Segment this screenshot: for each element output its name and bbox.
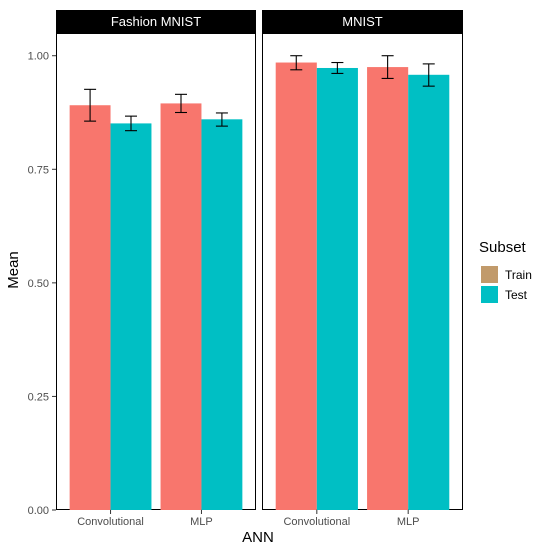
bar-test [408, 74, 450, 511]
x-tick-label: MLP [190, 516, 213, 528]
bar-test [201, 119, 243, 511]
error-bar [381, 55, 394, 79]
x-tick-label: Convolutional [77, 516, 144, 528]
x-tick-label: Convolutional [283, 516, 350, 528]
y-tick-label: 0.25 [28, 391, 49, 403]
panel-border [56, 33, 256, 510]
panel-mnist: MNIST Convolutional MLP [262, 10, 463, 528]
legend-label-train: Train [505, 268, 532, 282]
facet-strip-label: Fashion MNIST [111, 14, 201, 29]
error-bar [175, 93, 187, 114]
facet-strip [262, 10, 463, 33]
error-bar [84, 88, 97, 122]
legend-label-test: Test [505, 288, 528, 302]
facet-strip-label: MNIST [342, 14, 383, 29]
facet-strip [56, 10, 256, 33]
bar-train [69, 105, 111, 510]
error-bar [215, 112, 228, 127]
y-tick-label: 1.00 [28, 51, 49, 63]
y-tick-label: 0.75 [28, 164, 49, 176]
panel-border [262, 33, 463, 510]
legend-key-test [481, 286, 498, 303]
y-axis-title: Mean [5, 251, 22, 289]
bar-train [160, 103, 202, 511]
bar-test [110, 123, 152, 510]
x-tick-label: MLP [397, 516, 420, 528]
legend-key-train [481, 266, 498, 283]
panel-fashion-mnist: Fashion MNIST Convolutional MLP [56, 10, 256, 528]
facet-panels: Fashion MNIST Convolutional MLP MNIST Convol… [56, 10, 463, 528]
legend: Subset Train Test [479, 239, 532, 303]
error-bar [290, 55, 303, 71]
y-axis: 0.00 0.25 0.50 0.75 1.00 [28, 51, 56, 517]
error-bar [331, 61, 344, 74]
error-bar [422, 63, 435, 87]
bar-train [275, 62, 317, 511]
y-tick-label: 0.50 [28, 278, 49, 290]
bar-train [367, 67, 409, 511]
legend-title: Subset [479, 239, 527, 256]
x-axis-title: ANN [242, 529, 274, 546]
bar-test [316, 67, 358, 510]
error-bar [125, 115, 137, 132]
y-tick-label: 0.00 [28, 505, 49, 517]
